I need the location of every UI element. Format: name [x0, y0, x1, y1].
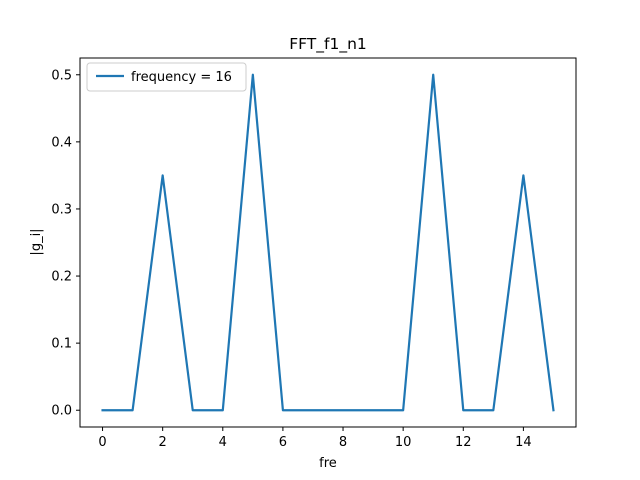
- legend-label: frequency = 16: [131, 70, 232, 85]
- y-tick-label: 0.4: [51, 135, 72, 150]
- y-tick-label: 0.5: [51, 68, 72, 83]
- x-tick-label: 14: [515, 435, 532, 450]
- y-axis: 0.0 0.1 0.2 0.3 0.4 0.5: [51, 68, 80, 419]
- y-tick-label: 0.2: [51, 270, 72, 285]
- x-tick-label: 2: [159, 435, 167, 450]
- x-tick-label: 8: [339, 435, 347, 450]
- plot-area: [79, 57, 577, 428]
- chart-title: FFT_f1_n1: [289, 35, 367, 54]
- axes-frame: [79, 57, 577, 428]
- legend-box: [86, 62, 247, 92]
- x-tick-label: 6: [279, 435, 287, 450]
- x-tick-label: 4: [219, 435, 227, 450]
- x-axis-label: fre: [319, 456, 337, 471]
- y-axis-label: |g_i|: [29, 228, 44, 255]
- x-axis: 0 2 4 6 8 10 12 14: [98, 427, 532, 450]
- y-tick-label: 0.3: [51, 202, 72, 217]
- x-tick-label: 0: [98, 435, 106, 450]
- x-tick-label: 10: [395, 435, 412, 450]
- y-tick-label: 0.0: [51, 404, 72, 419]
- y-tick-label: 0.1: [51, 337, 72, 352]
- x-tick-label: 12: [455, 435, 472, 450]
- series-line-0: [101, 73, 555, 412]
- legend: frequency = 16: [86, 62, 247, 92]
